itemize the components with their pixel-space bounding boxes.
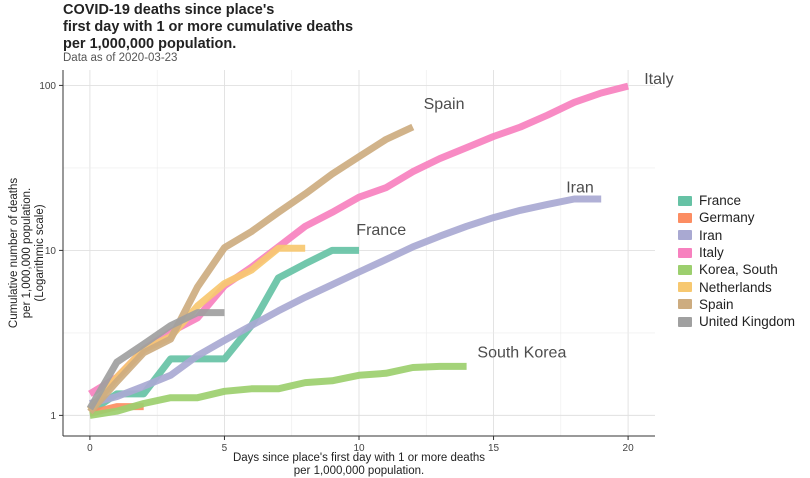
legend-label: Germany [699,210,755,226]
legend: France Germany Iran Italy Korea, South Nether… [678,192,795,330]
y-tick-label: 10 [45,246,57,257]
chart-title-line: COVID-19 deaths since place's [63,2,275,18]
legend-label: Netherlands [699,279,772,295]
legend-item: United Kingdom [678,313,795,330]
legend-item: France [678,192,795,209]
y-axis-label-line: Cumulative number of deaths [8,178,20,328]
series-line-spain [87,123,415,415]
x-tick-label: 5 [222,443,228,454]
legend-item: Spain [678,296,795,313]
legend-swatch [678,264,692,275]
legend-swatch [678,212,692,223]
y-axis-label: Cumulative number of deathsper 1,000,000… [8,178,46,328]
series-annotation: Italy [644,71,673,88]
x-tick-label: 10 [353,443,365,454]
series-annotation: France [356,222,406,239]
x-tick-label: 20 [623,443,635,454]
legend-swatch [678,230,692,241]
chart-title-line: per 1,000,000 population. [63,36,237,52]
legend-label: Spain [699,296,734,312]
x-axis-label-line: per 1,000,000 population. [294,465,424,477]
legend-swatch [678,247,692,258]
series-line-korea-south [89,362,467,419]
series-line-united-kingdom [86,309,225,411]
legend-label: United Kingdom [699,314,796,330]
series-annotation: Spain [424,96,465,113]
legend-swatch [678,316,692,327]
legend-swatch [678,195,692,206]
series-line-iran [89,195,602,407]
legend-label: Korea, South [699,262,778,278]
chart-title-line: first day with 1 or more cumulative deat… [63,19,354,35]
legend-label: Italy [699,245,724,261]
chart-subtitle: Data as of 2020-03-23 [63,52,178,64]
legend-swatch [678,282,692,293]
y-tick-label: 100 [39,81,56,92]
series-line-france [87,246,359,415]
legend-label: Iran [699,227,723,243]
y-axis-label-line: per 1,000,000 population. [21,188,33,318]
y-axis-label-line: (Logarithmic scale) [34,204,46,301]
x-tick-label: 0 [87,443,93,454]
legend-item: Netherlands [678,278,795,295]
legend-item: Iran [678,227,795,244]
x-axis-label: Days since place's first day with 1 or m… [233,452,485,477]
series-lines [86,82,629,419]
x-tick-label: 15 [488,443,500,454]
legend-item: Germany [678,209,795,226]
legend-item: Italy [678,244,795,261]
legend-swatch [678,299,692,310]
series-annotation: Iran [566,179,594,196]
chart-title: COVID-19 deaths since place's first day … [63,2,483,53]
y-tick-label: 1 [50,411,56,422]
series-annotation: South Korea [477,344,566,361]
legend-item: Korea, South [678,261,795,278]
x-axis-label-line: Days since place's first day with 1 or m… [233,452,485,464]
legend-label: France [699,193,742,209]
